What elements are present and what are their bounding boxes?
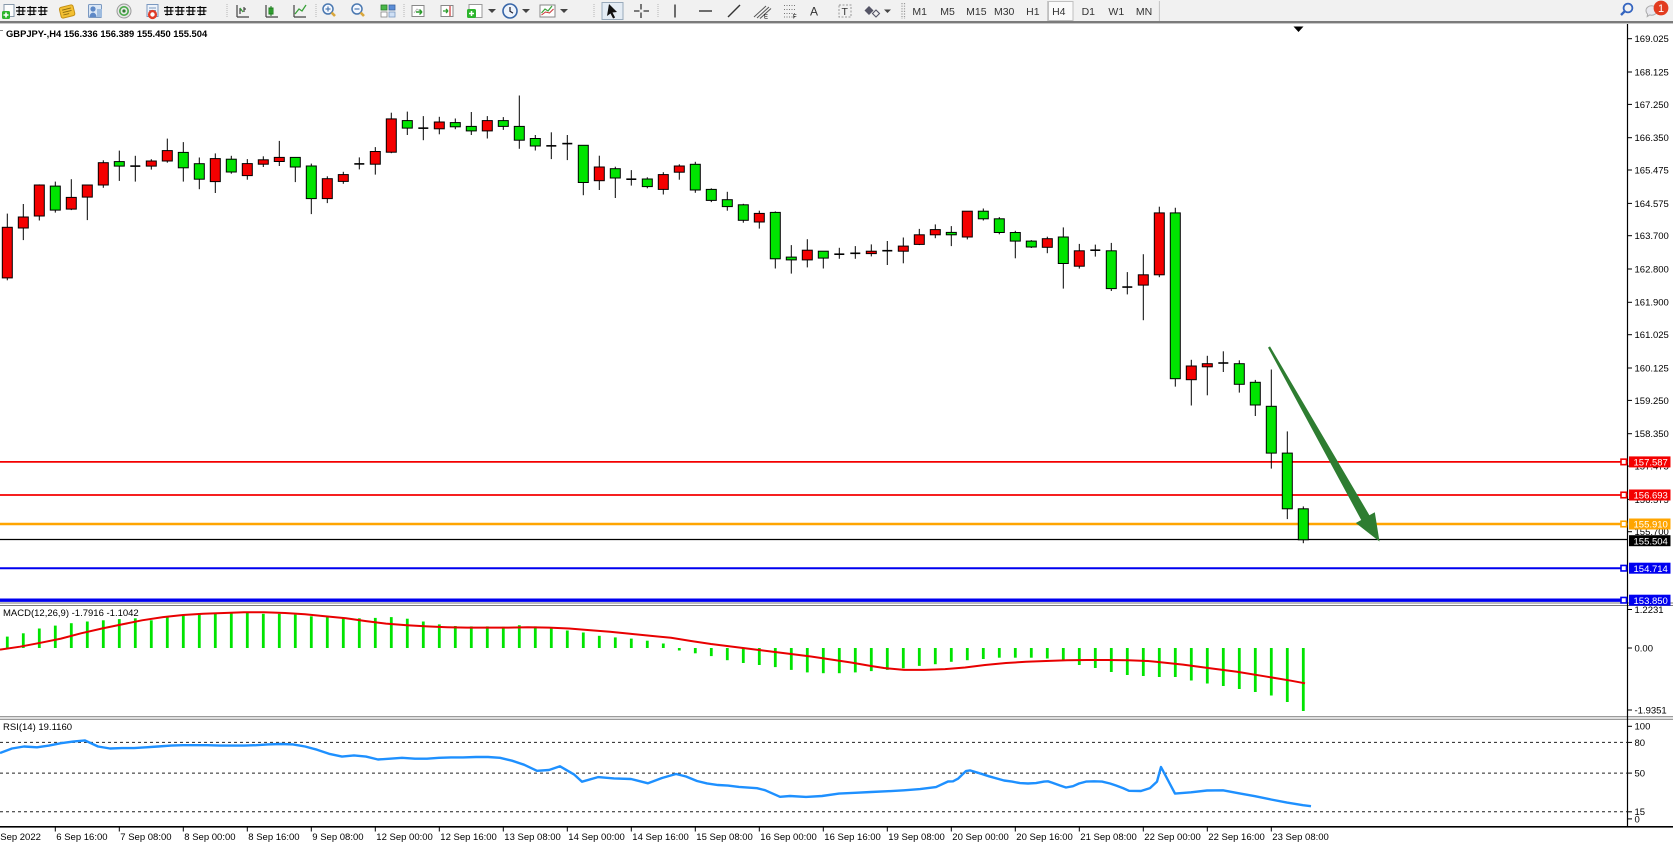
svg-text:1.2231: 1.2231 xyxy=(1635,605,1664,616)
svg-text:M5: M5 xyxy=(940,6,955,18)
svg-text:12 Sep 16:00: 12 Sep 16:00 xyxy=(440,832,497,843)
svg-text:7 Sep 08:00: 7 Sep 08:00 xyxy=(120,832,171,843)
svg-text:13 Sep 08:00: 13 Sep 08:00 xyxy=(504,832,561,843)
svg-text:MN: MN xyxy=(1136,6,1152,18)
svg-text:16 Sep 16:00: 16 Sep 16:00 xyxy=(824,832,881,843)
svg-text:14 Sep 00:00: 14 Sep 00:00 xyxy=(568,832,625,843)
svg-text:154.714: 154.714 xyxy=(1634,564,1668,575)
svg-text:6 Sep 16:00: 6 Sep 16:00 xyxy=(56,832,107,843)
svg-text:20 Sep 00:00: 20 Sep 00:00 xyxy=(952,832,1009,843)
svg-text:14 Sep 16:00: 14 Sep 16:00 xyxy=(632,832,689,843)
svg-text:155.700: 155.700 xyxy=(1635,527,1669,538)
svg-text:20 Sep 16:00: 20 Sep 16:00 xyxy=(1016,832,1073,843)
svg-text:164.575: 164.575 xyxy=(1635,199,1669,210)
svg-text:167.250: 167.250 xyxy=(1635,100,1669,111)
svg-text:169.025: 169.025 xyxy=(1635,34,1669,45)
svg-text:H4: H4 xyxy=(1052,6,1066,18)
svg-text:21 Sep 08:00: 21 Sep 08:00 xyxy=(1080,832,1137,843)
svg-text:M1: M1 xyxy=(912,6,927,18)
svg-text:163.700: 163.700 xyxy=(1635,231,1669,242)
svg-text:155.504: 155.504 xyxy=(1634,536,1668,547)
svg-text:8 Sep 16:00: 8 Sep 16:00 xyxy=(248,832,299,843)
svg-text:0: 0 xyxy=(1635,814,1640,825)
svg-text:22 Sep 00:00: 22 Sep 00:00 xyxy=(1144,832,1201,843)
svg-text:M15: M15 xyxy=(966,6,987,18)
svg-text:D1: D1 xyxy=(1082,6,1096,18)
svg-text:161.900: 161.900 xyxy=(1635,298,1669,309)
svg-text:100: 100 xyxy=(1635,722,1651,733)
svg-text:157.587: 157.587 xyxy=(1634,458,1668,469)
svg-text:15: 15 xyxy=(1635,807,1646,818)
svg-text:W1: W1 xyxy=(1108,6,1124,18)
svg-text:16 Sep 00:00: 16 Sep 00:00 xyxy=(760,832,817,843)
svg-text:M30: M30 xyxy=(994,6,1015,18)
svg-text:6 Sep 2022: 6 Sep 2022 xyxy=(0,832,41,843)
svg-text:165.475: 165.475 xyxy=(1635,165,1669,176)
svg-text:9 Sep 08:00: 9 Sep 08:00 xyxy=(312,832,363,843)
svg-text:156.693: 156.693 xyxy=(1634,491,1668,502)
svg-text:12 Sep 00:00: 12 Sep 00:00 xyxy=(376,832,433,843)
svg-text:8 Sep 00:00: 8 Sep 00:00 xyxy=(184,832,235,843)
svg-text:155.910: 155.910 xyxy=(1634,520,1668,531)
svg-text:23 Sep 08:00: 23 Sep 08:00 xyxy=(1272,832,1329,843)
svg-text:-1.9351: -1.9351 xyxy=(1635,705,1667,716)
svg-text:H1: H1 xyxy=(1026,6,1040,18)
svg-text:1: 1 xyxy=(1658,3,1664,15)
svg-text:MACD(12,26,9) -1.7916 -1.1042: MACD(12,26,9) -1.7916 -1.1042 xyxy=(3,608,139,619)
svg-text:RSI(14) 19.1160: RSI(14) 19.1160 xyxy=(3,722,72,733)
svg-text:F: F xyxy=(793,15,797,21)
svg-text:161.025: 161.025 xyxy=(1635,330,1669,341)
svg-text:162.800: 162.800 xyxy=(1635,264,1669,275)
svg-text:50: 50 xyxy=(1635,769,1646,780)
svg-text:E: E xyxy=(764,15,768,21)
svg-text:160.125: 160.125 xyxy=(1635,363,1669,374)
svg-text:80: 80 xyxy=(1635,738,1646,749)
svg-text:153.850: 153.850 xyxy=(1634,596,1668,607)
svg-text:19 Sep 08:00: 19 Sep 08:00 xyxy=(888,832,945,843)
svg-text:159.250: 159.250 xyxy=(1635,396,1669,407)
svg-text:22 Sep 16:00: 22 Sep 16:00 xyxy=(1208,832,1265,843)
svg-text:166.350: 166.350 xyxy=(1635,133,1669,144)
svg-text:158.350: 158.350 xyxy=(1635,429,1669,440)
svg-text:0.00: 0.00 xyxy=(1635,643,1654,654)
svg-text:15 Sep 08:00: 15 Sep 08:00 xyxy=(696,832,753,843)
svg-text:A: A xyxy=(810,5,818,19)
svg-text:T: T xyxy=(842,6,849,18)
svg-text:GBPJPY-,H4 156.336 156.389 15: GBPJPY-,H4 156.336 156.389 155.450 155.5… xyxy=(6,28,208,39)
svg-text:168.125: 168.125 xyxy=(1635,67,1669,78)
